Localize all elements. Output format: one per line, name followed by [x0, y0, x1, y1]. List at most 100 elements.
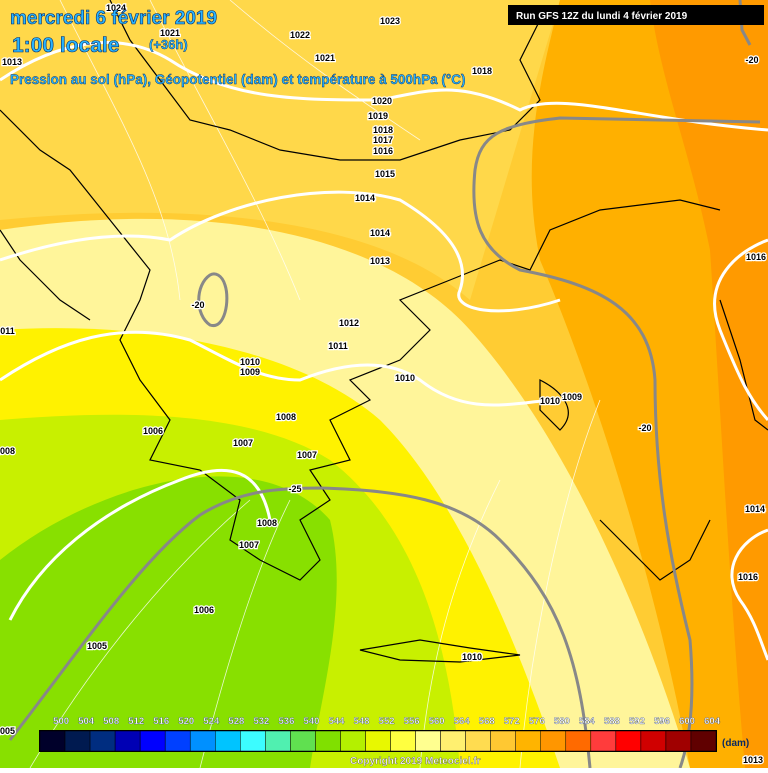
legend-swatch: [265, 730, 291, 752]
isobar-label: 1014: [370, 228, 390, 238]
isotherm-label: -25: [288, 484, 301, 494]
isobars: [0, 41, 768, 661]
isobar-label: 1010: [540, 396, 560, 406]
isobar-label: 1008: [0, 446, 15, 456]
isobar-label: 1006: [194, 605, 214, 615]
legend-label: 544: [329, 716, 346, 727]
legend-swatch: [565, 730, 592, 752]
isobar-label: 1010: [395, 373, 415, 383]
isobar-label: 1009: [562, 392, 582, 402]
isobar-label: 1019: [368, 111, 388, 121]
legend-label: 556: [404, 716, 420, 727]
isobar-label: 1021: [160, 28, 180, 38]
isobar-label: 1016: [746, 252, 766, 262]
isotherm-label: -20: [638, 423, 651, 433]
legend-swatch: [690, 730, 717, 752]
legend-label: 604: [704, 716, 721, 727]
legend-label: 520: [178, 716, 194, 727]
isobar-label: 1005: [87, 641, 107, 651]
isobar-label: 1007: [233, 438, 253, 448]
legend-label: 552: [379, 716, 395, 727]
legend-swatch: [340, 730, 366, 752]
isobar-label: 1010: [240, 357, 260, 367]
legend-swatch: [640, 730, 667, 752]
legend-label: 516: [153, 716, 169, 727]
isobar-label: 1010: [462, 652, 482, 662]
legend-swatch: [164, 730, 191, 752]
isobar-label: 1020: [372, 96, 392, 106]
legend-swatch: [665, 730, 692, 752]
isobar-label: 1013: [743, 755, 763, 765]
legend-swatch: [139, 730, 166, 752]
legend-label: 600: [679, 716, 695, 727]
isobar-label: 1008: [257, 518, 277, 528]
legend-swatch: [114, 730, 141, 752]
isobar-label: 1024: [106, 3, 126, 13]
legend-label: 588: [604, 716, 620, 727]
legend-swatch: [240, 730, 266, 752]
isobar-label: 1014: [355, 193, 375, 203]
isotherms: [8, 0, 761, 769]
legend-swatch: [290, 730, 316, 752]
legend-label: 508: [103, 716, 119, 727]
legend-swatch: [440, 730, 466, 752]
isobar-label: 1017: [373, 135, 393, 145]
isobar-label: 1007: [239, 540, 259, 550]
legend-swatch: [64, 730, 91, 752]
map-subtitle: Pression au sol (hPa), Géopotentiel (dam…: [10, 72, 466, 87]
isobar-label: 1008: [276, 412, 296, 422]
legend-label: 596: [654, 716, 670, 727]
isobar-label: 1014: [745, 504, 765, 514]
isobar-label: 1022: [290, 30, 310, 40]
isobar-label: 1018: [472, 66, 492, 76]
legend-swatch: [89, 730, 116, 752]
isobar-label: 1016: [738, 572, 758, 582]
legend-label: 548: [354, 716, 370, 727]
run-box: [508, 5, 764, 25]
legend-swatch: [490, 730, 516, 752]
isobar-label: 1016: [373, 146, 393, 156]
legend-label: 568: [479, 716, 495, 727]
isobar-label: 1018: [373, 125, 393, 135]
legend-label: 584: [579, 716, 596, 727]
isobar-label: 1007: [297, 450, 317, 460]
map-lead: (+36h): [149, 37, 188, 52]
isobar-label: 1006: [143, 426, 163, 436]
legend-swatch: [189, 730, 216, 752]
isobar-label: 1011: [0, 326, 15, 336]
run-label: Run GFS 12Z du lundi 4 février 2019: [516, 11, 688, 22]
legend-swatch: [365, 730, 391, 752]
legend-label: 512: [128, 716, 144, 727]
isobar-label: 1021: [315, 53, 335, 63]
legend-label: 560: [429, 716, 445, 727]
legend-swatch: [465, 730, 491, 752]
isobar-label: 1013: [370, 256, 390, 266]
legend-label: 576: [529, 716, 545, 727]
isobar-label: 1011: [328, 341, 348, 351]
legend-unit: (dam): [722, 738, 749, 749]
legend-label: 504: [78, 716, 95, 727]
isotherm-label: -20: [191, 300, 204, 310]
legend-label: 580: [554, 716, 570, 727]
legend-label: 532: [253, 716, 269, 727]
legend-swatch: [315, 730, 341, 752]
legend-label: 592: [629, 716, 645, 727]
legend-label: 572: [504, 716, 520, 727]
legend-label: 536: [279, 716, 295, 727]
legend-label: 500: [53, 716, 69, 727]
coastlines: [0, 0, 768, 663]
isobar-label: 1005: [0, 726, 15, 736]
legend-swatch: [515, 730, 541, 752]
legend-label: 528: [228, 716, 244, 727]
legend-swatch: [540, 730, 567, 752]
isobar-label: 1009: [240, 367, 260, 377]
isobar-label: 1023: [380, 16, 400, 26]
legend-swatch: [415, 730, 441, 752]
legend-swatch: [590, 730, 617, 752]
legend-label: 564: [454, 716, 471, 727]
map-date: mercredi 6 février 2019: [10, 8, 217, 29]
isobar-label: 1015: [375, 169, 395, 179]
legend-label: 540: [304, 716, 320, 727]
